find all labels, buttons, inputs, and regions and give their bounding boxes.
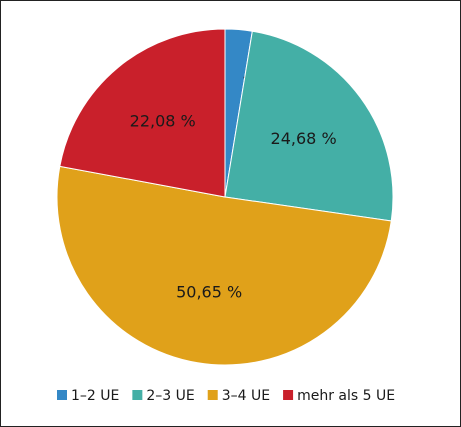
legend-swatch xyxy=(57,390,67,400)
slice-label: 24,68 % xyxy=(271,129,337,148)
slice-label: 22,08 % xyxy=(130,112,196,131)
legend-swatch xyxy=(132,390,143,400)
legend-label: 3–4 UE xyxy=(222,388,270,404)
pie-slice xyxy=(224,30,394,222)
legend-label: mehr als 5 UE xyxy=(297,388,395,404)
legend-swatch xyxy=(207,390,218,400)
pie-slice xyxy=(56,165,392,366)
slice-label: 50,65 % xyxy=(176,283,242,302)
legend-label: 2–3 UE xyxy=(146,388,194,404)
legend-swatch xyxy=(283,390,294,400)
legend-label: 1–2 UE xyxy=(71,388,119,404)
pie-slice xyxy=(59,28,226,198)
